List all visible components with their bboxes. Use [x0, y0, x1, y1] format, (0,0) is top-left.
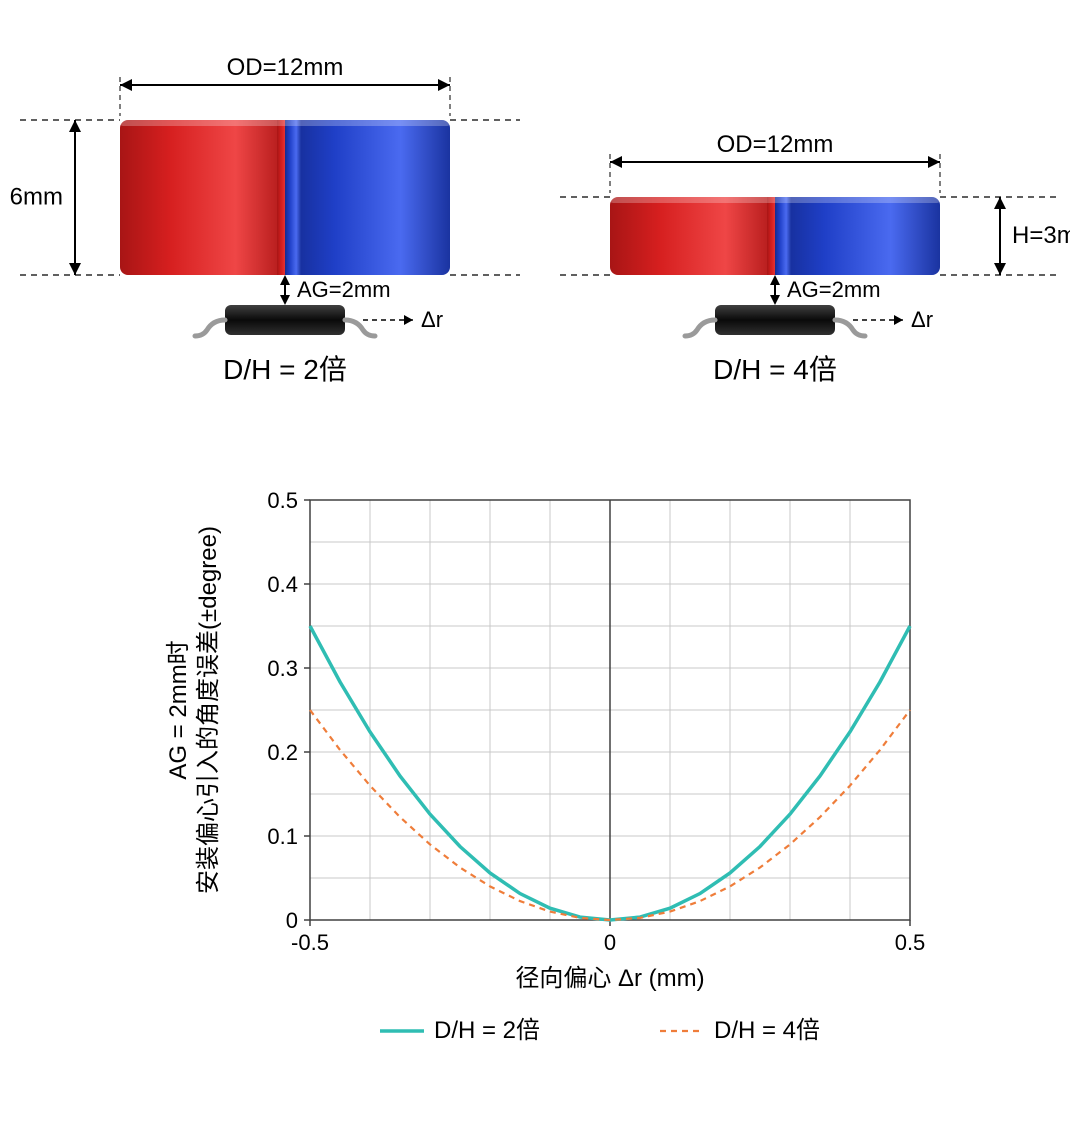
error-chart: 00.10.20.30.40.5-0.500.5径向偏心 Δr (mm)AG =…: [140, 470, 960, 1110]
xtick-label: -0.5: [291, 930, 329, 955]
xtick-label: 0.5: [895, 930, 926, 955]
h-label: H=6mm: [10, 184, 63, 211]
sensor-icon: [225, 305, 345, 335]
legend-label: D/H = 2倍: [434, 1017, 540, 1044]
ag-label: AG=2mm: [787, 277, 881, 302]
ylabel-line2: 安装偏心引入的角度误差(±degree): [195, 526, 222, 894]
sensor-icon: [715, 305, 835, 335]
ytick-label: 0.1: [267, 824, 298, 849]
magnet-blue-half: [285, 120, 450, 275]
h-label: H=3mm: [1012, 222, 1070, 249]
dr-label: Δr: [421, 307, 443, 332]
magnet-red-half: [120, 120, 285, 275]
ylabel-line1: AG = 2mm时: [165, 640, 192, 779]
ytick-label: 0.5: [267, 488, 298, 513]
xtick-label: 0: [604, 930, 616, 955]
ytick-label: 0.3: [267, 656, 298, 681]
xlabel: 径向偏心 Δr (mm): [515, 965, 704, 992]
od-label: OD=12mm: [717, 131, 834, 158]
left-magnet-diagram: OD=12mm H=6mm AG=2mm Δr D/H = 2倍: [10, 5, 530, 405]
ytick-label: 0.4: [267, 572, 298, 597]
caption: D/H = 4倍: [713, 354, 837, 385]
dr-label: Δr: [911, 307, 933, 332]
right-magnet-diagram: OD=12mm H=3mm AG=2mm Δr D/H = 4倍: [550, 5, 1070, 405]
ytick-label: 0.2: [267, 740, 298, 765]
caption: D/H = 2倍: [223, 354, 347, 385]
magnet-red-half: [610, 197, 775, 275]
ag-label: AG=2mm: [297, 277, 391, 302]
magnet-blue-half: [775, 197, 940, 275]
legend-label: D/H = 4倍: [714, 1017, 820, 1044]
od-label: OD=12mm: [227, 54, 344, 81]
